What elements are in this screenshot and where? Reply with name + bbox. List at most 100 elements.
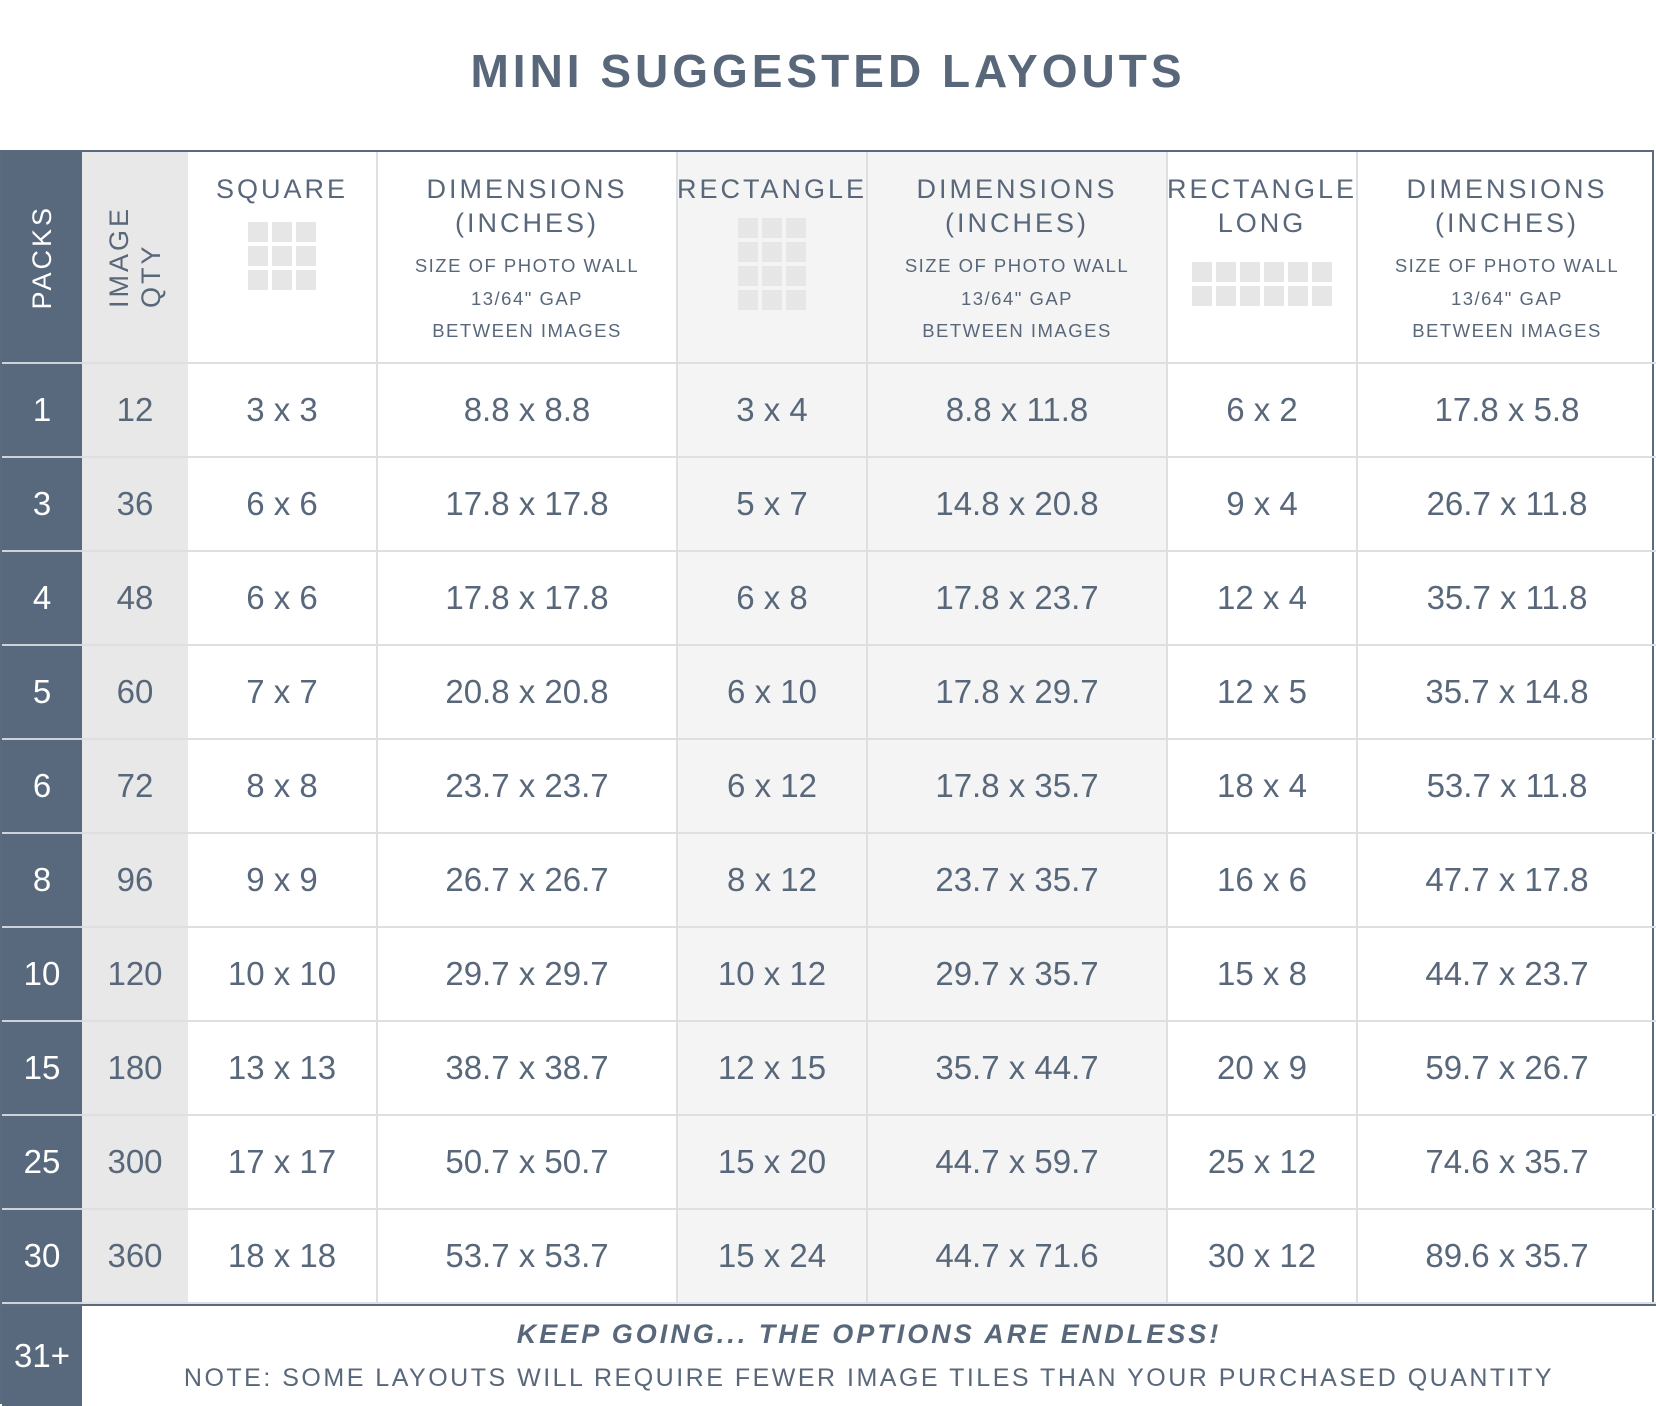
rectangle-layout-cell: 8 x 12 <box>678 834 868 928</box>
rectangle-long-layout-cell: 30 x 12 <box>1168 1210 1358 1304</box>
header-square-label: SQUARE <box>215 174 349 204</box>
footer-headline: KEEP GOING... THE OPTIONS ARE ENDLESS! <box>516 1319 1222 1349</box>
square-layout-cell: 8 x 8 <box>188 740 378 834</box>
header-dimensions-note: SIZE OF PHOTO WALL 13/64" GAP BETWEEN IM… <box>1394 255 1620 341</box>
image-qty-cell: 360 <box>82 1210 188 1304</box>
rectangle-long-dimensions-cell: 89.6 x 35.7 <box>1358 1210 1656 1304</box>
square-dimensions-cell: 17.8 x 17.8 <box>378 552 678 646</box>
square-dimensions-cell: 53.7 x 53.7 <box>378 1210 678 1304</box>
image-qty-cell: 180 <box>82 1022 188 1116</box>
footer-note: KEEP GOING... THE OPTIONS ARE ENDLESS! NO… <box>82 1304 1656 1406</box>
square-layout-cell: 10 x 10 <box>188 928 378 1022</box>
rectangle-layout-cell: 6 x 8 <box>678 552 868 646</box>
rectangle-layout-icon <box>738 218 806 310</box>
rectangle-dimensions-cell: 17.8 x 29.7 <box>868 646 1168 740</box>
header-rectangle-long-label: RECTANGLE LONG <box>1166 174 1358 238</box>
rectangle-long-layout-cell: 15 x 8 <box>1168 928 1358 1022</box>
header-image-qty: IMAGE QTY <box>82 152 188 364</box>
header-dimensions-label: DIMENSIONS (INCHES) <box>426 174 628 238</box>
header-packs-label: PACKS <box>27 204 57 310</box>
header-rectangle-long: RECTANGLE LONG <box>1166 152 1358 364</box>
rectangle-long-dimensions-cell: 53.7 x 11.8 <box>1358 740 1656 834</box>
rectangle-dimensions-cell: 44.7 x 71.6 <box>868 1210 1168 1304</box>
rectangle-long-dimensions-cell: 74.6 x 35.7 <box>1358 1116 1656 1210</box>
rectangle-long-layout-cell: 18 x 4 <box>1168 740 1358 834</box>
square-layout-cell: 18 x 18 <box>188 1210 378 1304</box>
header-dimensions-note: SIZE OF PHOTO WALL 13/64" GAP BETWEEN IM… <box>904 255 1130 341</box>
packs-cell: 1 <box>2 364 82 458</box>
rectangle-long-layout-cell: 16 x 6 <box>1168 834 1358 928</box>
image-qty-cell: 60 <box>82 646 188 740</box>
packs-cell: 4 <box>2 552 82 646</box>
packs-cell: 5 <box>2 646 82 740</box>
square-layout-cell: 17 x 17 <box>188 1116 378 1210</box>
square-layout-cell: 9 x 9 <box>188 834 378 928</box>
header-rectangle-label: RECTANGLE <box>676 174 868 204</box>
packs-cell: 6 <box>2 740 82 834</box>
rectangle-long-dimensions-cell: 35.7 x 11.8 <box>1358 552 1656 646</box>
image-qty-cell: 12 <box>82 364 188 458</box>
rectangle-dimensions-cell: 17.8 x 35.7 <box>868 740 1168 834</box>
square-layout-cell: 6 x 6 <box>188 458 378 552</box>
header-dimensions-label: DIMENSIONS (INCHES) <box>916 174 1118 238</box>
footer-disclaimer: NOTE: SOME LAYOUTS WILL REQUIRE FEWER IM… <box>183 1364 1555 1392</box>
rectangle-long-layout-cell: 6 x 2 <box>1168 364 1358 458</box>
layouts-table: PACKS IMAGE QTY SQUARE DIMENSIONS (INCHE… <box>0 150 1656 1406</box>
square-layout-cell: 6 x 6 <box>188 552 378 646</box>
rectangle-layout-cell: 5 x 7 <box>678 458 868 552</box>
square-layout-cell: 13 x 13 <box>188 1022 378 1116</box>
rectangle-dimensions-cell: 23.7 x 35.7 <box>868 834 1168 928</box>
rectangle-long-dimensions-cell: 26.7 x 11.8 <box>1358 458 1656 552</box>
square-dimensions-cell: 17.8 x 17.8 <box>378 458 678 552</box>
rectangle-dimensions-cell: 29.7 x 35.7 <box>868 928 1168 1022</box>
rectangle-layout-cell: 6 x 10 <box>678 646 868 740</box>
square-dimensions-cell: 26.7 x 26.7 <box>378 834 678 928</box>
rectangle-layout-cell: 15 x 20 <box>678 1116 868 1210</box>
packs-cell-31-plus: 31+ <box>2 1304 82 1406</box>
image-qty-cell: 300 <box>82 1116 188 1210</box>
square-dimensions-cell: 8.8 x 8.8 <box>378 364 678 458</box>
rectangle-dimensions-cell: 8.8 x 11.8 <box>868 364 1168 458</box>
rectangle-long-layout-cell: 12 x 4 <box>1168 552 1358 646</box>
rectangle-layout-cell: 6 x 12 <box>678 740 868 834</box>
packs-cell: 25 <box>2 1116 82 1210</box>
rectangle-long-layout-cell: 20 x 9 <box>1168 1022 1358 1116</box>
header-rectangle-dimensions: DIMENSIONS (INCHES) SIZE OF PHOTO WALL 1… <box>868 152 1168 364</box>
rectangle-long-layout-cell: 25 x 12 <box>1168 1116 1358 1210</box>
square-layout-icon <box>248 222 316 290</box>
square-dimensions-cell: 29.7 x 29.7 <box>378 928 678 1022</box>
rectangle-dimensions-cell: 44.7 x 59.7 <box>868 1116 1168 1210</box>
rectangle-layout-cell: 15 x 24 <box>678 1210 868 1304</box>
rectangle-dimensions-cell: 35.7 x 44.7 <box>868 1022 1168 1116</box>
packs-cell: 10 <box>2 928 82 1022</box>
rectangle-layout-cell: 10 x 12 <box>678 928 868 1022</box>
header-image-qty-label: IMAGE QTY <box>104 205 166 308</box>
page-title: MINI SUGGESTED LAYOUTS <box>470 45 1186 97</box>
packs-cell: 8 <box>2 834 82 928</box>
rectangle-long-dimensions-cell: 47.7 x 17.8 <box>1358 834 1656 928</box>
square-layout-cell: 7 x 7 <box>188 646 378 740</box>
rectangle-long-dimensions-cell: 17.8 x 5.8 <box>1358 364 1656 458</box>
image-qty-cell: 96 <box>82 834 188 928</box>
image-qty-cell: 48 <box>82 552 188 646</box>
rectangle-long-layout-cell: 9 x 4 <box>1168 458 1358 552</box>
image-qty-cell: 72 <box>82 740 188 834</box>
image-qty-cell: 120 <box>82 928 188 1022</box>
header-packs: PACKS <box>2 152 82 364</box>
rectangle-long-dimensions-cell: 44.7 x 23.7 <box>1358 928 1656 1022</box>
packs-cell: 30 <box>2 1210 82 1304</box>
square-dimensions-cell: 38.7 x 38.7 <box>378 1022 678 1116</box>
packs-cell: 3 <box>2 458 82 552</box>
header-dimensions-label: DIMENSIONS (INCHES) <box>1406 174 1608 238</box>
rectangle-layout-cell: 12 x 15 <box>678 1022 868 1116</box>
square-layout-cell: 3 x 3 <box>188 364 378 458</box>
header-square: SQUARE <box>188 152 378 364</box>
rectangle-long-layout-cell: 12 x 5 <box>1168 646 1358 740</box>
square-dimensions-cell: 50.7 x 50.7 <box>378 1116 678 1210</box>
square-dimensions-cell: 20.8 x 20.8 <box>378 646 678 740</box>
square-dimensions-cell: 23.7 x 23.7 <box>378 740 678 834</box>
rectangle-dimensions-cell: 17.8 x 23.7 <box>868 552 1168 646</box>
rectangle-long-dimensions-cell: 59.7 x 26.7 <box>1358 1022 1656 1116</box>
rectangle-long-layout-icon <box>1192 262 1332 306</box>
header-rectangle-long-dimensions: DIMENSIONS (INCHES) SIZE OF PHOTO WALL 1… <box>1358 152 1656 364</box>
